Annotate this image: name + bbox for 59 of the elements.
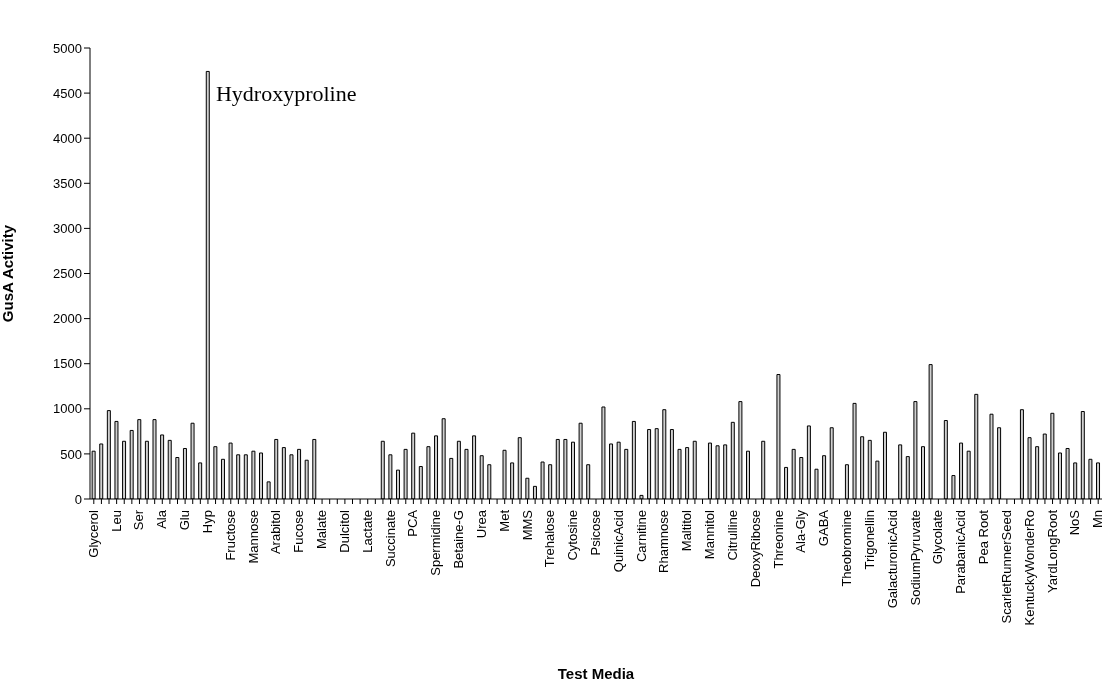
x-axis-title: Test Media bbox=[557, 665, 635, 682]
x-tick-label: Arabitol bbox=[268, 509, 284, 555]
x-tick-label: Lactate bbox=[359, 510, 375, 553]
x-tick-label: Urea bbox=[473, 509, 489, 539]
x-tick-label: Met bbox=[496, 509, 512, 532]
x-tick-label: PCA bbox=[405, 509, 421, 537]
x-tick-label: Mn bbox=[1090, 510, 1102, 529]
x-tick-label: Betaine-G bbox=[451, 510, 467, 569]
y-tick-label: 0 bbox=[74, 491, 82, 507]
x-tick-label: Psicose bbox=[588, 510, 603, 556]
x-tick-label: Pea Root bbox=[976, 509, 992, 565]
x-tick-label: Carnitine bbox=[633, 510, 649, 563]
y-tick-label: 4500 bbox=[53, 85, 82, 101]
x-tick-label: Succinate bbox=[382, 510, 398, 568]
x-tick-label: Cytosine bbox=[565, 510, 581, 561]
x-tick-label: GalacturonicAcid bbox=[884, 510, 900, 609]
x-tick-label: Mannose bbox=[245, 510, 261, 564]
x-tick-label: Dulcitol bbox=[336, 509, 352, 553]
y-tick-label: 4000 bbox=[53, 130, 82, 146]
y-tick-label: 3000 bbox=[53, 221, 82, 237]
x-tick-label: Threonine bbox=[770, 510, 786, 569]
x-tick-label: Ala-Gly bbox=[793, 509, 809, 553]
x-tick-label: Mannitol bbox=[702, 509, 718, 560]
x-tick-label: NoS bbox=[1067, 509, 1083, 536]
x-tick-label: Rhamnose bbox=[656, 510, 672, 573]
x-tick-label: Fucose bbox=[291, 510, 307, 553]
x-tick-label: Hyp bbox=[199, 510, 215, 534]
x-tick-label: Leu bbox=[108, 510, 124, 532]
y-tick-label: 1000 bbox=[53, 401, 82, 417]
y-tick-label: 2000 bbox=[53, 311, 82, 327]
x-tick-label: Trehalose bbox=[542, 510, 558, 568]
x-tick-label: Glycerol bbox=[85, 509, 101, 558]
x-tick-label: Citrulline bbox=[724, 510, 740, 561]
x-tick-label: Theobromine bbox=[839, 510, 855, 587]
x-tick-label: DeoxyRibose bbox=[747, 510, 763, 588]
x-tick-label: Ser bbox=[131, 509, 147, 531]
y-axis-title: GusA Activity bbox=[0, 224, 17, 323]
x-tick-label: Glu bbox=[177, 510, 193, 531]
x-tick-label: KentuckyWonderRo bbox=[1021, 510, 1037, 626]
x-tick-label: Ala bbox=[154, 509, 170, 529]
x-tick-label: Glycolate bbox=[930, 510, 946, 565]
x-tick-label: GABA bbox=[816, 509, 832, 547]
x-tick-label: QuinicAcid bbox=[610, 510, 626, 573]
y-tick-label: 3500 bbox=[53, 175, 82, 191]
y-tick-label: 1500 bbox=[53, 356, 82, 372]
x-tick-label: ScarletRunnerSeed bbox=[998, 510, 1014, 624]
x-tick-label: Malate bbox=[314, 510, 330, 550]
x-tick-label: SodiumPyruvate bbox=[907, 510, 923, 606]
x-tick-label: Trigonellin bbox=[861, 510, 877, 570]
y-tick-label: 5000 bbox=[53, 40, 82, 56]
x-tick-label: YardLongRoot bbox=[1044, 509, 1060, 593]
x-tick-label: ParabanicAcid bbox=[953, 510, 969, 594]
annotation: Hydroxyproline bbox=[215, 80, 357, 106]
y-tick-label: 2500 bbox=[53, 266, 82, 282]
x-tick-label: Fructose bbox=[222, 510, 238, 561]
x-tick-label: MMS bbox=[519, 509, 535, 541]
x-tick-label: Spermidine bbox=[428, 510, 444, 576]
y-tick-label: 500 bbox=[60, 446, 82, 462]
x-tick-label: Maltitol bbox=[679, 509, 695, 552]
